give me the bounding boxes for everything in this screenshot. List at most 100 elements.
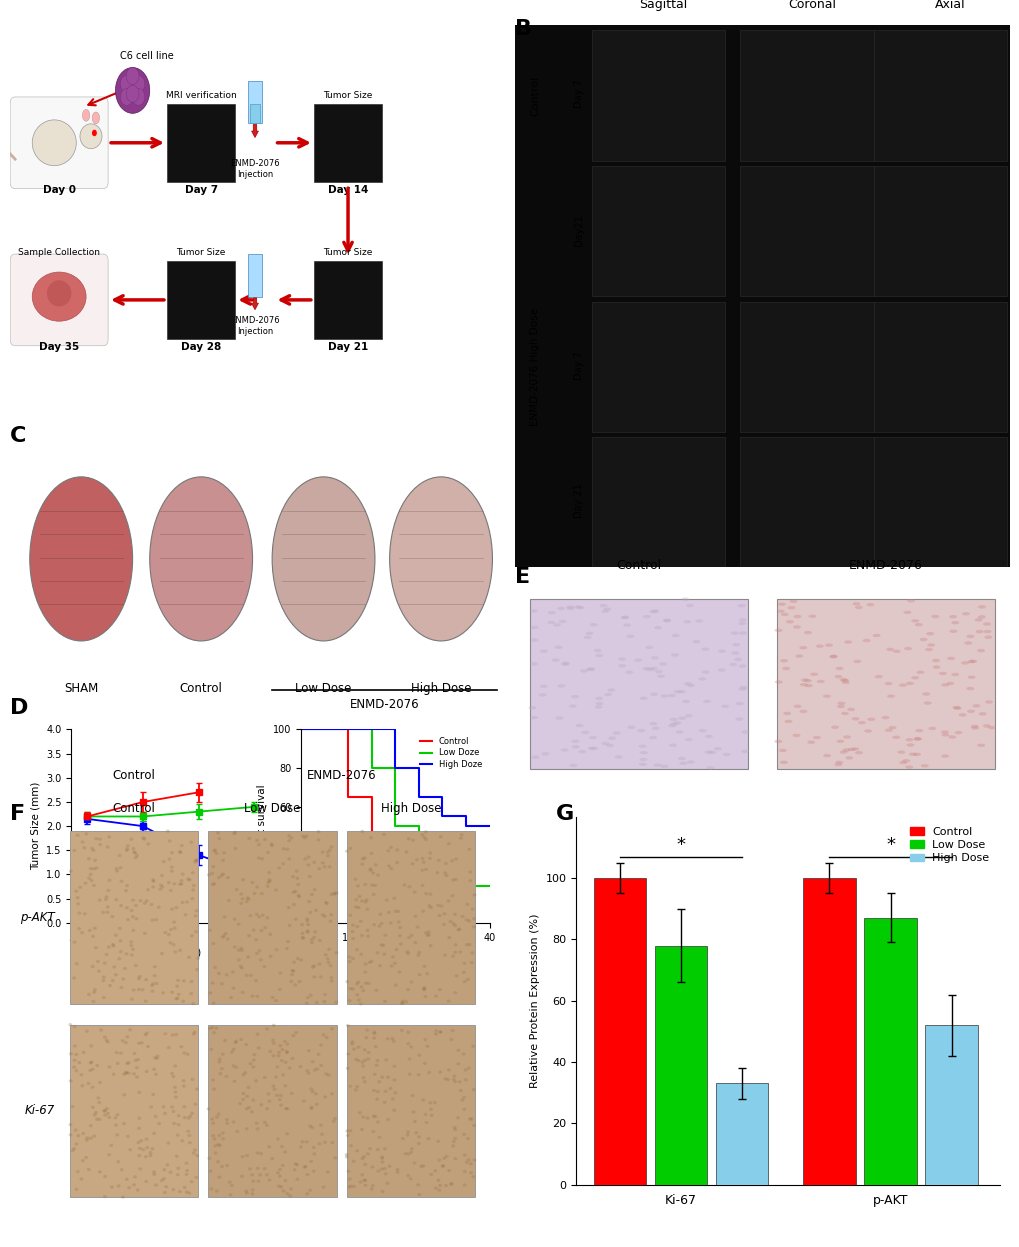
Circle shape	[81, 932, 85, 934]
Circle shape	[363, 963, 367, 965]
Circle shape	[133, 1059, 138, 1062]
Circle shape	[133, 904, 138, 907]
Circle shape	[151, 878, 155, 882]
Circle shape	[405, 850, 408, 854]
Circle shape	[276, 1137, 279, 1141]
Circle shape	[376, 873, 379, 877]
Circle shape	[77, 927, 81, 930]
Circle shape	[232, 832, 236, 835]
Circle shape	[297, 883, 300, 887]
Circle shape	[215, 1190, 218, 1192]
Circle shape	[173, 1086, 176, 1089]
Circle shape	[781, 612, 788, 616]
Circle shape	[261, 914, 265, 917]
Ellipse shape	[150, 476, 253, 641]
Circle shape	[138, 1153, 141, 1157]
Circle shape	[167, 880, 170, 884]
Circle shape	[460, 1099, 464, 1101]
Circle shape	[351, 924, 355, 927]
Circle shape	[428, 852, 432, 854]
Circle shape	[233, 831, 236, 834]
Circle shape	[116, 1185, 120, 1187]
Circle shape	[259, 958, 263, 961]
Circle shape	[365, 908, 369, 910]
Circle shape	[359, 1181, 363, 1183]
Circle shape	[95, 867, 99, 869]
Circle shape	[453, 878, 458, 882]
Circle shape	[222, 852, 226, 854]
Circle shape	[530, 662, 537, 666]
Circle shape	[329, 845, 333, 848]
Circle shape	[425, 1045, 429, 1047]
Circle shape	[271, 1054, 275, 1057]
Circle shape	[684, 738, 692, 741]
Circle shape	[452, 1137, 457, 1140]
Circle shape	[116, 1160, 120, 1163]
Circle shape	[423, 1038, 427, 1041]
Circle shape	[193, 1148, 197, 1152]
Circle shape	[704, 734, 712, 738]
Circle shape	[311, 1060, 314, 1064]
Circle shape	[842, 748, 850, 752]
Circle shape	[263, 838, 267, 842]
Circle shape	[574, 605, 582, 609]
Circle shape	[231, 986, 235, 990]
Circle shape	[229, 1183, 233, 1187]
Circle shape	[180, 1140, 184, 1142]
Circle shape	[382, 833, 385, 835]
Circle shape	[268, 1050, 272, 1052]
Circle shape	[274, 1075, 278, 1079]
Circle shape	[274, 888, 277, 892]
Text: SHAM: SHAM	[64, 682, 98, 696]
Circle shape	[452, 1080, 457, 1084]
Circle shape	[247, 934, 251, 938]
Circle shape	[174, 1155, 178, 1158]
Circle shape	[660, 764, 667, 768]
X-axis label: Time (days): Time (days)	[364, 948, 426, 958]
Circle shape	[557, 685, 565, 687]
Bar	[208, 831, 336, 1004]
High Doze	[483, 818, 495, 833]
Circle shape	[221, 873, 225, 875]
Circle shape	[729, 663, 737, 666]
Circle shape	[133, 855, 138, 859]
Circle shape	[835, 761, 843, 764]
Circle shape	[283, 1084, 287, 1087]
Circle shape	[266, 1092, 270, 1096]
Circle shape	[874, 675, 881, 678]
Circle shape	[122, 1122, 125, 1125]
Circle shape	[941, 733, 949, 737]
Circle shape	[223, 932, 227, 935]
Circle shape	[144, 1155, 148, 1158]
Y-axis label: Percent survival: Percent survival	[257, 784, 267, 868]
Circle shape	[128, 1148, 132, 1151]
Circle shape	[862, 638, 870, 642]
Circle shape	[255, 885, 259, 889]
Circle shape	[800, 678, 808, 682]
Circle shape	[854, 606, 862, 609]
Circle shape	[415, 925, 419, 929]
Circle shape	[121, 1196, 124, 1198]
Circle shape	[191, 872, 195, 874]
Circle shape	[216, 1160, 220, 1163]
Circle shape	[425, 934, 429, 936]
Circle shape	[87, 1082, 91, 1085]
Circle shape	[566, 605, 574, 609]
Circle shape	[122, 1094, 126, 1096]
Circle shape	[171, 1188, 175, 1191]
Circle shape	[307, 1071, 311, 1075]
Circle shape	[163, 1033, 167, 1035]
Circle shape	[471, 1175, 475, 1178]
Circle shape	[305, 834, 308, 838]
Circle shape	[976, 648, 984, 652]
Circle shape	[452, 1075, 455, 1077]
Circle shape	[115, 869, 119, 873]
Circle shape	[306, 923, 310, 927]
Circle shape	[129, 944, 133, 948]
Circle shape	[238, 946, 243, 950]
Circle shape	[420, 869, 424, 872]
Circle shape	[377, 1136, 381, 1139]
Circle shape	[327, 865, 331, 868]
Circle shape	[575, 723, 583, 727]
Circle shape	[268, 933, 272, 936]
